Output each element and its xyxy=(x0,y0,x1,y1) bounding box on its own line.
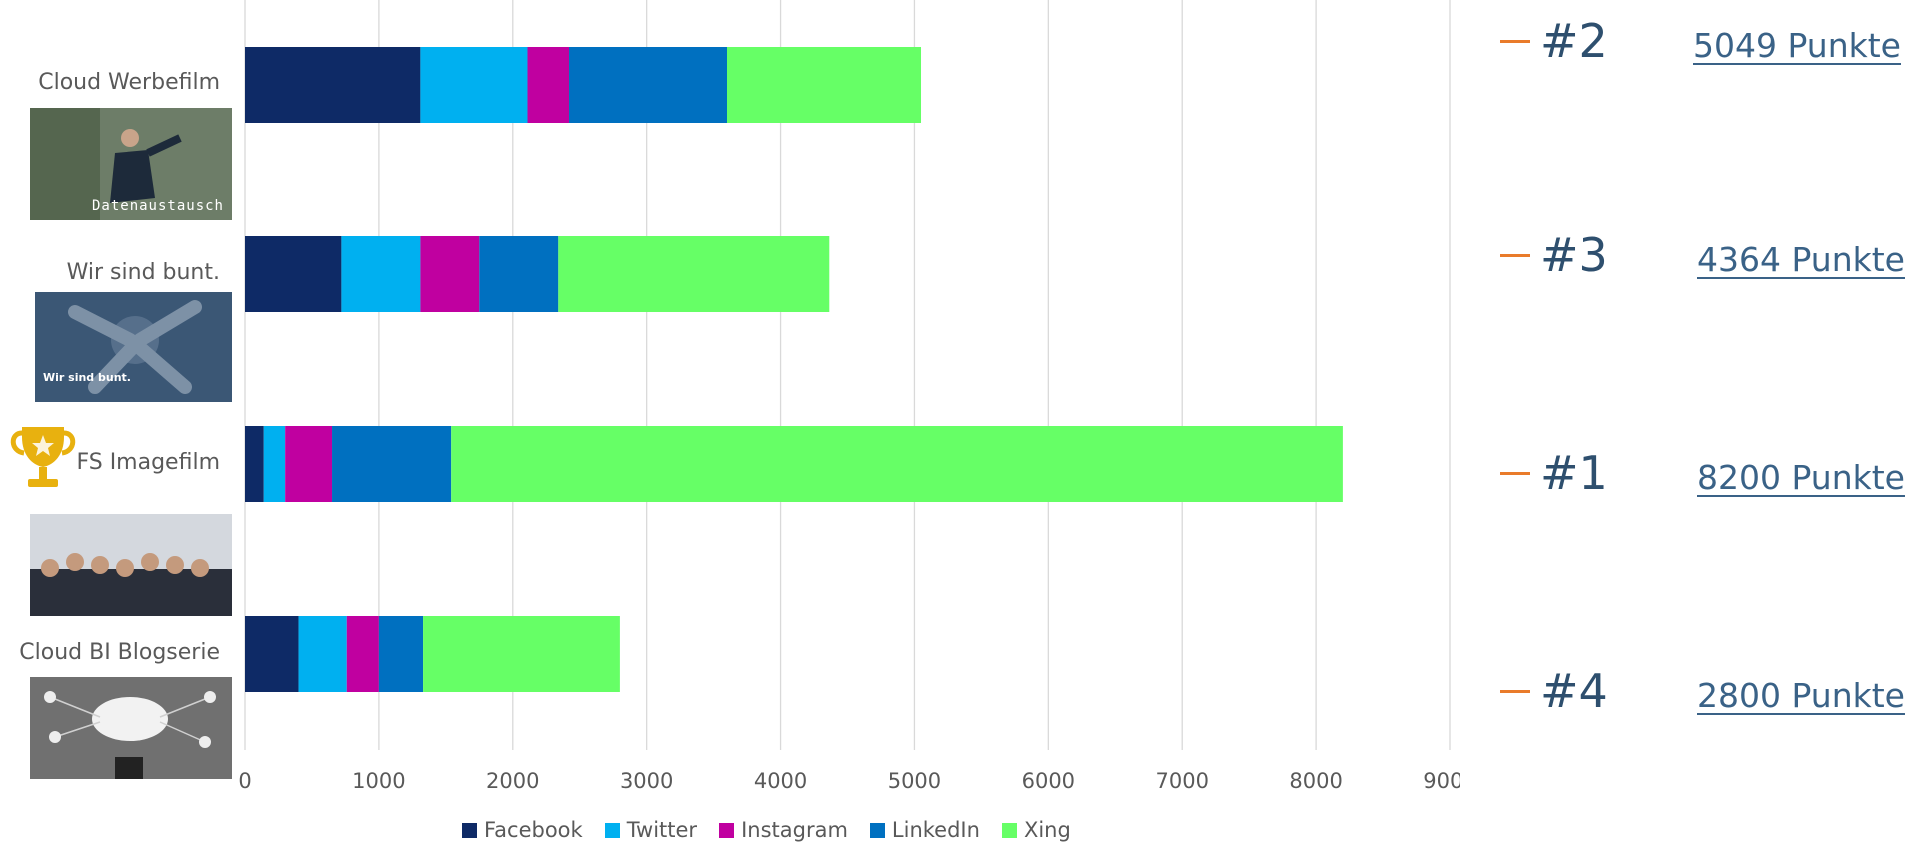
bar-segment-instagram xyxy=(285,426,333,502)
x-tick-label: 0 xyxy=(238,769,251,793)
chart-legend: Facebook Twitter Instagram LinkedIn Xing xyxy=(462,818,1071,842)
points-link[interactable]: 8200 Punkte xyxy=(1697,458,1905,497)
category-label: Wir sind bunt. xyxy=(66,260,220,285)
thumbnail-caption: Datenaustausch xyxy=(91,198,224,214)
bar-segment-xing xyxy=(451,426,1343,502)
bar-segment-xing xyxy=(423,616,620,692)
points-link[interactable]: 2800 Punkte xyxy=(1697,676,1905,715)
thumbnail-caption: Wir sind bunt. xyxy=(43,371,131,384)
legend-swatch xyxy=(719,822,735,838)
rank-indicator: #1 xyxy=(1500,450,1608,496)
x-tick-label: 9000 xyxy=(1423,769,1460,793)
rank-dash xyxy=(1500,253,1530,257)
category-label: FS Imagefilm xyxy=(76,450,220,475)
rank-number: #4 xyxy=(1540,664,1608,718)
x-tick-label: 6000 xyxy=(1022,769,1075,793)
team-thumbs-up-photo xyxy=(30,514,232,616)
x-tick-label: 8000 xyxy=(1289,769,1342,793)
x-tick-label: 2000 xyxy=(486,769,539,793)
bar-segment-xing xyxy=(558,236,830,312)
points-link[interactable]: 5049 Punkte xyxy=(1693,26,1901,65)
person-running-photo: Datenaustausch xyxy=(30,108,232,220)
legend-label: Facebook xyxy=(484,818,583,842)
bar-segment-facebook xyxy=(245,47,421,123)
legend-item-xing: Xing xyxy=(1001,818,1071,842)
rank-dash xyxy=(1500,39,1530,43)
bar-segment-twitter xyxy=(341,236,421,312)
rank-number: #3 xyxy=(1540,228,1608,282)
legend-item-facebook: Facebook xyxy=(462,818,583,842)
bar-segment-linkedin xyxy=(332,426,452,502)
x-tick-label: 1000 xyxy=(352,769,405,793)
bar-segment-instagram xyxy=(346,616,379,692)
bar-segment-linkedin xyxy=(378,616,424,692)
bar-segment-twitter xyxy=(420,47,528,123)
legend-label: Xing xyxy=(1023,818,1071,842)
legend-label: Instagram xyxy=(741,818,848,842)
bar-segment-linkedin xyxy=(569,47,727,123)
rank-indicator: #4 xyxy=(1500,668,1608,714)
rank-indicator: #3 xyxy=(1500,232,1608,278)
rank-number: #2 xyxy=(1540,14,1608,68)
legend-item-instagram: Instagram xyxy=(719,818,848,842)
legend-label: Twitter xyxy=(626,818,698,842)
x-tick-label: 4000 xyxy=(754,769,807,793)
x-tick-label: 5000 xyxy=(888,769,941,793)
legend-swatch xyxy=(1001,822,1017,838)
rank-indicator: #2 xyxy=(1500,18,1608,64)
x-tick-label: 3000 xyxy=(620,769,673,793)
rank-dash xyxy=(1500,689,1530,693)
bar-segment-instagram xyxy=(527,47,570,123)
bar-segment-xing xyxy=(727,47,922,123)
stacked-bar-chart: 0 1000 2000 3000 4000 5000 6000 7000 8000 9000 xyxy=(238,0,1460,793)
rank-number: #1 xyxy=(1540,446,1608,500)
bar-segment-instagram xyxy=(420,236,480,312)
legend-swatch xyxy=(604,822,620,838)
rank-dash xyxy=(1500,471,1530,475)
bar-segment-facebook xyxy=(245,616,299,692)
bar-segment-facebook xyxy=(245,236,342,312)
bar-segment-facebook xyxy=(245,426,264,502)
legend-label: LinkedIn xyxy=(891,818,980,842)
category-label: Cloud Werbefilm xyxy=(38,70,220,95)
bar-segment-linkedin xyxy=(479,236,559,312)
bar-segment-twitter xyxy=(298,616,347,692)
points-link[interactable]: 4364 Punkte xyxy=(1697,240,1905,279)
legend-item-linkedin: LinkedIn xyxy=(869,818,980,842)
legend-item-twitter: Twitter xyxy=(604,818,698,842)
category-label: Cloud BI Blogserie xyxy=(19,640,220,665)
bar-segment-twitter xyxy=(263,426,286,502)
legend-swatch xyxy=(462,822,477,838)
x-tick-label: 7000 xyxy=(1155,769,1208,793)
hands-together-photo: Wir sind bunt. xyxy=(35,292,232,402)
trophy-icon xyxy=(10,427,76,487)
legend-swatch xyxy=(869,822,885,838)
cloud-network-photo xyxy=(30,677,232,779)
